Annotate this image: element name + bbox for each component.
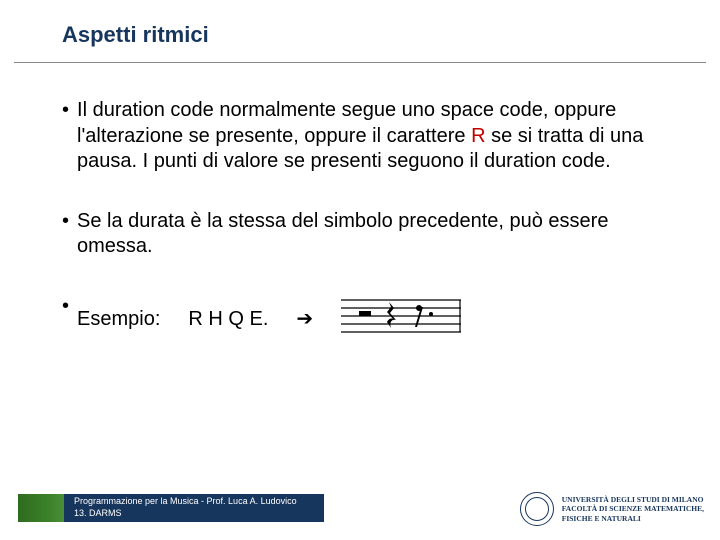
university-text: UNIVERSITÀ DEGLI STUDI DI MILANO FACOLTÀ… — [562, 495, 704, 523]
title-rule — [14, 62, 706, 63]
footer-line1: Programmazione per la Musica - Prof. Luc… — [74, 496, 310, 508]
slide-title: Aspetti ritmici — [62, 22, 209, 48]
uni-line2: FACOLTÀ DI SCIENZE MATEMATICHE, — [562, 504, 704, 513]
bullet-item: • Il duration code normalmente segue uno… — [62, 98, 680, 175]
bullet-item: • Se la durata è la stessa del simbolo p… — [62, 209, 680, 260]
university-seal-icon — [520, 492, 554, 526]
example-code: R H Q E. — [188, 307, 268, 333]
footer-accent — [18, 494, 64, 522]
example-row: Esempio: R H Q E. ➔ — [77, 294, 680, 346]
content-area: • Il duration code normalmente segue uno… — [62, 98, 680, 346]
footer-bar: Programmazione per la Musica - Prof. Luc… — [18, 494, 324, 522]
bullet-text: Se la durata è la stessa del simbolo pre… — [77, 209, 680, 260]
bullet-marker-icon: • — [62, 294, 69, 346]
slide: Aspetti ritmici • Il duration code norma… — [0, 0, 720, 540]
university-logo: UNIVERSITÀ DEGLI STUDI DI MILANO FACOLTÀ… — [520, 492, 704, 526]
highlight-red: R — [471, 125, 485, 147]
bullet-marker-icon: • — [62, 209, 69, 260]
bullet-text: Il duration code normalmente segue uno s… — [77, 98, 680, 175]
bullet-item: • Esempio: R H Q E. ➔ — [62, 294, 680, 346]
example-label: Esempio: — [77, 307, 160, 333]
arrow-icon: ➔ — [296, 307, 313, 333]
music-notation — [341, 294, 461, 346]
bullet-marker-icon: • — [62, 98, 69, 175]
footer-line2: 13. DARMS — [74, 508, 310, 520]
uni-line3: FISICHE E NATURALI — [562, 514, 704, 523]
uni-line1: UNIVERSITÀ DEGLI STUDI DI MILANO — [562, 495, 704, 504]
footer-text: Programmazione per la Musica - Prof. Luc… — [64, 494, 324, 522]
